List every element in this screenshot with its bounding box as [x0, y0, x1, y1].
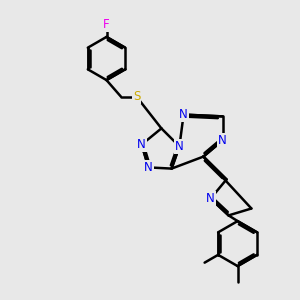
Text: N: N: [175, 140, 184, 153]
Text: N: N: [206, 192, 215, 205]
Text: F: F: [103, 18, 110, 32]
Text: N: N: [179, 108, 188, 121]
Text: N: N: [218, 134, 227, 147]
Text: S: S: [133, 90, 140, 103]
Text: N: N: [144, 161, 153, 174]
Text: N: N: [137, 138, 146, 151]
